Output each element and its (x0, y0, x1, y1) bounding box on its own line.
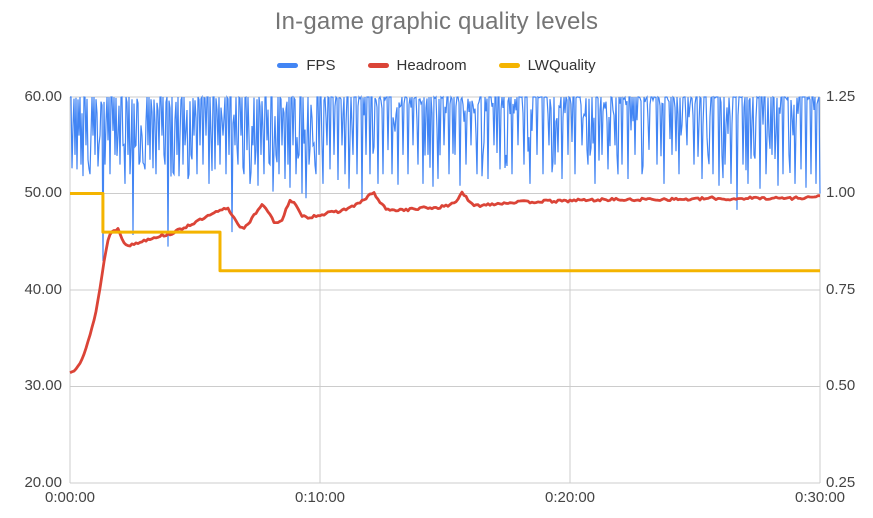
y-right-tick: 0.50 (826, 377, 856, 394)
y-right-tick: 1.00 (826, 184, 856, 201)
legend-item-fps: FPS (277, 57, 336, 74)
x-tick: 0:30:00 (794, 489, 846, 506)
y-left-tick: 20.00 (24, 474, 62, 491)
chart-title: In-game graphic quality levels (274, 8, 599, 35)
y-left-tick: 60.00 (24, 88, 62, 105)
y-right-tick: 0.75 (826, 281, 856, 298)
fps-series-swatch-icon (277, 63, 299, 68)
chart-legend: FPS Headroom LWQuality (0, 57, 873, 74)
legend-label-lwquality: LWQuality (527, 57, 596, 74)
headroom-series-swatch-icon (367, 63, 389, 68)
y-left-tick: 30.00 (24, 377, 62, 394)
x-tick: 0:10:00 (294, 489, 346, 506)
y-right-tick: 1.25 (826, 88, 856, 105)
lwquality-series-swatch-icon (498, 63, 520, 68)
legend-label-headroom: Headroom (396, 57, 467, 74)
y-left-tick: 50.00 (24, 184, 62, 201)
x-tick: 0:00:00 (44, 489, 96, 506)
legend-item-lwquality: LWQuality (498, 57, 596, 74)
x-tick: 0:20:00 (544, 489, 596, 506)
y-right-tick: 0.25 (826, 474, 856, 491)
y-left-tick: 40.00 (24, 281, 62, 298)
legend-label-fps: FPS (306, 57, 336, 74)
legend-item-headroom: Headroom (367, 57, 467, 74)
